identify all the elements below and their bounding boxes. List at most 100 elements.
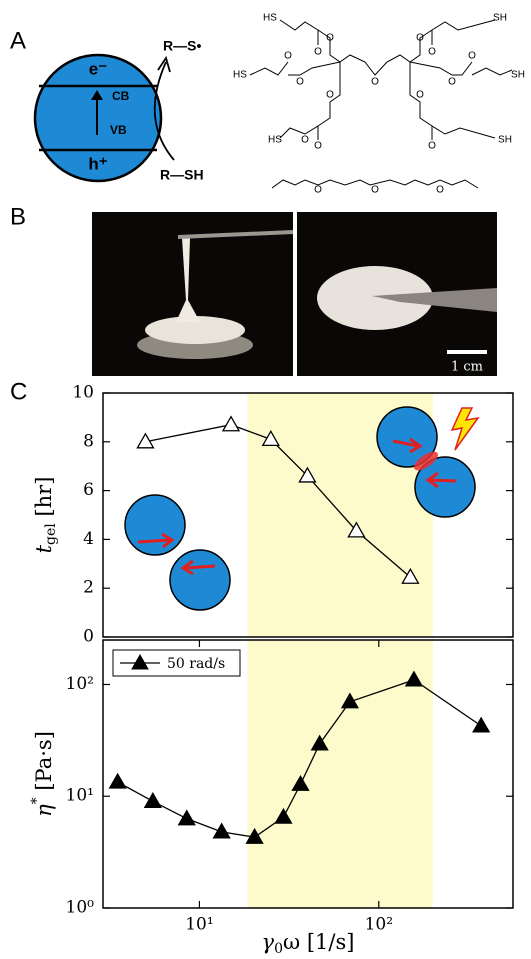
axis-label-part: [hr] bbox=[32, 477, 56, 524]
panel-label: C bbox=[10, 378, 27, 405]
data-point bbox=[261, 430, 280, 447]
axis-label-part: [Pa·s] bbox=[32, 731, 56, 797]
data-point bbox=[245, 827, 264, 844]
photo-detail bbox=[317, 266, 433, 330]
arrow bbox=[180, 559, 216, 576]
atom-label: O bbox=[416, 33, 424, 44]
atom-label: HS bbox=[263, 13, 277, 24]
axis-label: η* [Pa·s] bbox=[29, 731, 56, 817]
particle bbox=[124, 494, 186, 556]
contact bbox=[414, 451, 438, 471]
plot-frame bbox=[102, 392, 514, 638]
y-tick-label: 10² bbox=[66, 674, 94, 694]
x-tick-label: 10¹ bbox=[185, 915, 213, 935]
data-point bbox=[347, 521, 366, 538]
y-tick-label: 0 bbox=[83, 627, 94, 647]
atom-label: O bbox=[326, 33, 334, 44]
panel-label: A bbox=[10, 27, 26, 54]
data-point bbox=[340, 692, 360, 709]
atom-label: O bbox=[416, 90, 424, 101]
axis-label: tgel [hr] bbox=[32, 477, 60, 554]
arrow bbox=[425, 471, 457, 489]
data-point bbox=[143, 792, 162, 809]
atom-label: O bbox=[371, 185, 379, 196]
photos: 1 cm bbox=[92, 212, 497, 376]
series-line bbox=[145, 424, 411, 578]
atom-label: O bbox=[301, 135, 309, 146]
bond bbox=[249, 61, 341, 140]
illustration bbox=[124, 406, 480, 611]
axis-label-part: * bbox=[29, 797, 45, 804]
chart: 10⁰ 10¹ 10² 10¹ 10² 50 rad/s η* [Pa·s] γ0ω [1/s… bbox=[29, 639, 514, 958]
photo-detail bbox=[372, 288, 497, 312]
atom-label: O bbox=[428, 47, 436, 58]
data-point bbox=[298, 466, 317, 483]
data-point bbox=[291, 774, 310, 791]
y-tick-label: 10⁰ bbox=[66, 898, 95, 918]
y-tick-label: 8 bbox=[83, 431, 94, 451]
atom-label: O bbox=[296, 77, 304, 88]
bond bbox=[271, 179, 479, 189]
atom-label: O bbox=[428, 141, 436, 152]
atom-label: SH bbox=[493, 13, 507, 24]
atom-label: O bbox=[436, 185, 444, 196]
axis-label-part: γ bbox=[262, 930, 275, 954]
data-point bbox=[108, 772, 127, 789]
photo-detail bbox=[176, 238, 200, 322]
axis-label-part: ω [1/s] bbox=[283, 930, 354, 954]
photo-detail bbox=[145, 316, 245, 344]
atom-label: O bbox=[326, 90, 334, 101]
hole: h⁺ bbox=[88, 154, 107, 173]
vb: VB bbox=[110, 123, 127, 137]
axis-label-part: gel bbox=[43, 523, 59, 545]
atom-label: O bbox=[314, 141, 322, 152]
atom-label: O bbox=[284, 51, 292, 62]
atom-label: HS bbox=[233, 70, 247, 81]
axis-label-part: t bbox=[32, 544, 56, 553]
arrow bbox=[137, 532, 175, 549]
legend-label: 50 rad/s bbox=[167, 656, 225, 672]
atom-label: O bbox=[371, 77, 379, 88]
axis-label-part: η bbox=[32, 804, 56, 817]
atom-label: O bbox=[314, 47, 322, 58]
data-point bbox=[221, 415, 241, 432]
arrow-head bbox=[157, 55, 171, 73]
data-point bbox=[212, 822, 231, 839]
lightning bbox=[450, 407, 480, 451]
y-tick-label: 10 bbox=[72, 383, 94, 403]
scale-bar-label: 1 cm bbox=[451, 360, 483, 375]
data-point bbox=[401, 567, 420, 584]
data-point bbox=[177, 809, 196, 826]
atom-label: HS bbox=[268, 135, 282, 146]
particle bbox=[169, 549, 231, 611]
electron: e⁻ bbox=[89, 59, 107, 78]
photo-detail bbox=[177, 230, 294, 239]
y-tick-label: 6 bbox=[83, 480, 94, 500]
plot-frame bbox=[102, 639, 514, 909]
cb: CB bbox=[112, 89, 130, 103]
panel-label: B bbox=[10, 203, 26, 230]
particle bbox=[376, 406, 438, 468]
y-tick-label: 2 bbox=[83, 578, 94, 598]
bond bbox=[409, 61, 513, 140]
atom-label: O bbox=[448, 77, 456, 88]
product: R—S• bbox=[163, 38, 201, 54]
atom-label: O bbox=[468, 51, 476, 62]
atom-label: SH bbox=[498, 135, 512, 146]
shaded-region bbox=[247, 640, 433, 908]
arrow bbox=[392, 437, 423, 454]
data-point bbox=[404, 670, 424, 687]
data-point bbox=[274, 807, 293, 824]
data-point bbox=[136, 432, 155, 449]
axis-label: γ0ω [1/s] bbox=[262, 930, 355, 958]
axis-label-part: 0 bbox=[274, 941, 283, 957]
data-point bbox=[472, 716, 491, 733]
legend-marker bbox=[131, 653, 149, 670]
y-tick-label: 10¹ bbox=[66, 786, 94, 806]
y-tick-label: 4 bbox=[83, 529, 94, 549]
reactant: R—SH bbox=[160, 167, 204, 183]
curved-arrow bbox=[153, 61, 175, 161]
